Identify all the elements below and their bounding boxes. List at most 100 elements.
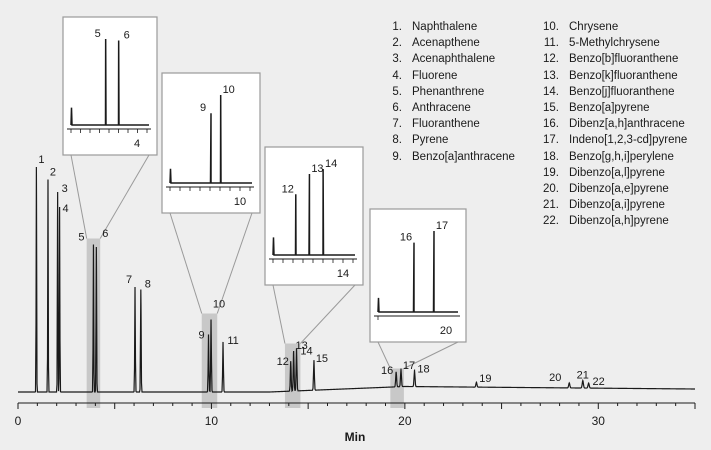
legend-entry-14: 14. Benzo[j]fluoranthene: [540, 84, 687, 100]
inset-tick-label-4: 20: [440, 325, 452, 337]
legend-entry-17: 17. Indeno[1,2,3-cd]pyrene: [540, 132, 687, 148]
legend-number: 2.: [392, 37, 402, 50]
legend-compound-name: Phenanthrene: [412, 85, 485, 98]
peak-label-6: 6: [102, 228, 108, 240]
legend-number: 1.: [392, 21, 402, 33]
peak-label-22: 22: [592, 376, 604, 388]
legend-entry-5: 5. Phenanthrene: [388, 84, 515, 100]
legend-compound-name: Pyrene: [412, 134, 449, 147]
inset-peak-label-6: 6: [124, 29, 130, 41]
inset-trace-3: [272, 168, 355, 256]
legend-compound-name: Dibenzo[a,h]pyrene: [569, 215, 669, 228]
inset-box-1: [62, 16, 158, 156]
peak-label-4: 4: [63, 203, 69, 215]
peak-label-3: 3: [62, 183, 68, 195]
inset-peak-label-10: 10: [223, 84, 235, 96]
inset-4: 20 16 17: [369, 208, 467, 343]
legend-number: 14.: [543, 85, 559, 98]
legend-entry-3: 3. Acenaphthalene: [388, 51, 515, 67]
legend-number: 10.: [543, 21, 559, 33]
legend-number: 6.: [392, 101, 402, 114]
x-tick-label-30: 30: [592, 414, 606, 428]
legend-compound-name: Benzo[g,h,i]perylene: [569, 150, 674, 163]
peak-label-12: 12: [277, 356, 289, 368]
legend-compound-name: 5-Methylchrysene: [569, 37, 660, 50]
legend-compound-name: Dibenzo[a,e]pyrene: [569, 182, 669, 195]
legend-compound-name: Acenapthene: [412, 37, 480, 50]
inset-connector-right-2: [216, 212, 253, 314]
legend-compound-name: Benzo[a]pyrene: [569, 101, 650, 114]
legend-column-2: 10. Chrysene 11. 5-Methylchrysene 12. Benzo[b…: [540, 19, 687, 229]
legend-entry-16: 16. Dibenz[a,h]anthracene: [540, 116, 687, 132]
inset-tick-label-2: 10: [234, 196, 246, 208]
legend-entry-22: 22. Dibenzo[a,h]pyrene: [540, 213, 687, 229]
highlight-band-2: [201, 313, 218, 408]
inset-connector-left-1: [70, 154, 88, 239]
inset-box-4: [369, 208, 467, 343]
legend-entry-10: 10. Chrysene: [540, 19, 687, 35]
legend-entry-11: 11. 5-Methylchrysene: [540, 35, 687, 51]
legend-entry-18: 18. Benzo[g,h,i]perylene: [540, 149, 687, 165]
legend-compound-name: Indeno[1,2,3-cd]pyrene: [569, 134, 688, 147]
legend-number: 12.: [543, 53, 559, 66]
peak-label-16: 16: [381, 365, 393, 377]
peak-label-10: 10: [213, 299, 225, 311]
legend-number: 7.: [392, 118, 402, 131]
legend-compound-name: Benzo[b]fluoranthene: [569, 53, 679, 66]
peak-label-14: 14: [300, 345, 312, 357]
legend-column-1: 1. Naphthalene 2. Acenapthene 3. Acenaphthale…: [388, 19, 515, 165]
peak-label-1: 1: [38, 154, 44, 166]
legend-compound-name: Anthracene: [412, 101, 471, 114]
peak-label-13: 13: [296, 340, 308, 352]
legend-entry-12: 12. Benzo[b]fluoranthene: [540, 51, 687, 67]
legend-compound-name: Fluorene: [412, 69, 458, 82]
legend-number: 11.: [543, 37, 559, 50]
legend-compound-name: Benzo[k]fluoranthene: [569, 69, 678, 82]
legend-number: 17.: [543, 134, 559, 147]
legend-compound-name: Dibenzo[a,i]pyrene: [569, 199, 665, 212]
legend-entry-21: 21. Dibenzo[a,i]pyrene: [540, 197, 687, 213]
legend-number: 13.: [543, 69, 559, 82]
inset-connector-left-2: [169, 212, 203, 314]
legend-entry-13: 13. Benzo[k]fluoranthene: [540, 68, 687, 84]
inset-1: 4 5 6: [62, 16, 158, 156]
legend-number: 3.: [392, 53, 402, 66]
legend-entry-2: 2. Acenapthene: [388, 35, 515, 51]
inset-trace-4: [377, 230, 458, 313]
inset-connector-right-4: [403, 341, 459, 369]
x-axis-label: Min: [345, 430, 366, 444]
inset-peak-label-13: 13: [311, 163, 323, 175]
inset-peak-label-17: 17: [436, 220, 448, 232]
legend-entry-19: 19. Dibenzo[a,l]pyrene: [540, 165, 687, 181]
legend-number: 18.: [543, 150, 559, 163]
inset-2: 10 9 10: [161, 72, 261, 214]
peak-label-9: 9: [198, 330, 204, 342]
legend-compound-name: Dibenzo[a,l]pyrene: [569, 166, 665, 179]
peak-label-19: 19: [479, 373, 491, 385]
legend-number: 5.: [392, 85, 402, 98]
inset-connector-right-1: [99, 154, 150, 239]
peak-label-7: 7: [126, 274, 132, 286]
legend-number: 8.: [392, 134, 402, 147]
peak-label-5: 5: [78, 232, 84, 244]
legend-entry-7: 7. Fluoranthene: [388, 116, 515, 132]
legend-entry-4: 4. Fluorene: [388, 68, 515, 84]
legend-compound-name: Naphthalene: [412, 21, 478, 33]
peak-label-8: 8: [145, 279, 151, 291]
peak-label-11: 11: [227, 335, 238, 347]
legend-entry-9: 9. Benzo[a]anthracene: [388, 149, 515, 165]
peak-label-20: 20: [549, 372, 561, 384]
legend-number: 16.: [543, 118, 559, 131]
chromatogram-trace: [18, 166, 695, 393]
inset-connector-left-4: [377, 341, 391, 369]
legend-compound-name: Chrysene: [569, 21, 619, 33]
inset-connector-left-3: [272, 284, 286, 344]
legend-number: 9.: [392, 150, 402, 163]
peak-label-17: 17: [403, 360, 415, 372]
legend-entry-20: 20. Dibenzo[a,e]pyrene: [540, 181, 687, 197]
legend-compound-name: Benzo[j]fluoranthene: [569, 85, 675, 98]
x-tick-label-0: 0: [15, 414, 22, 428]
legend-entry-8: 8. Pyrene: [388, 132, 515, 148]
